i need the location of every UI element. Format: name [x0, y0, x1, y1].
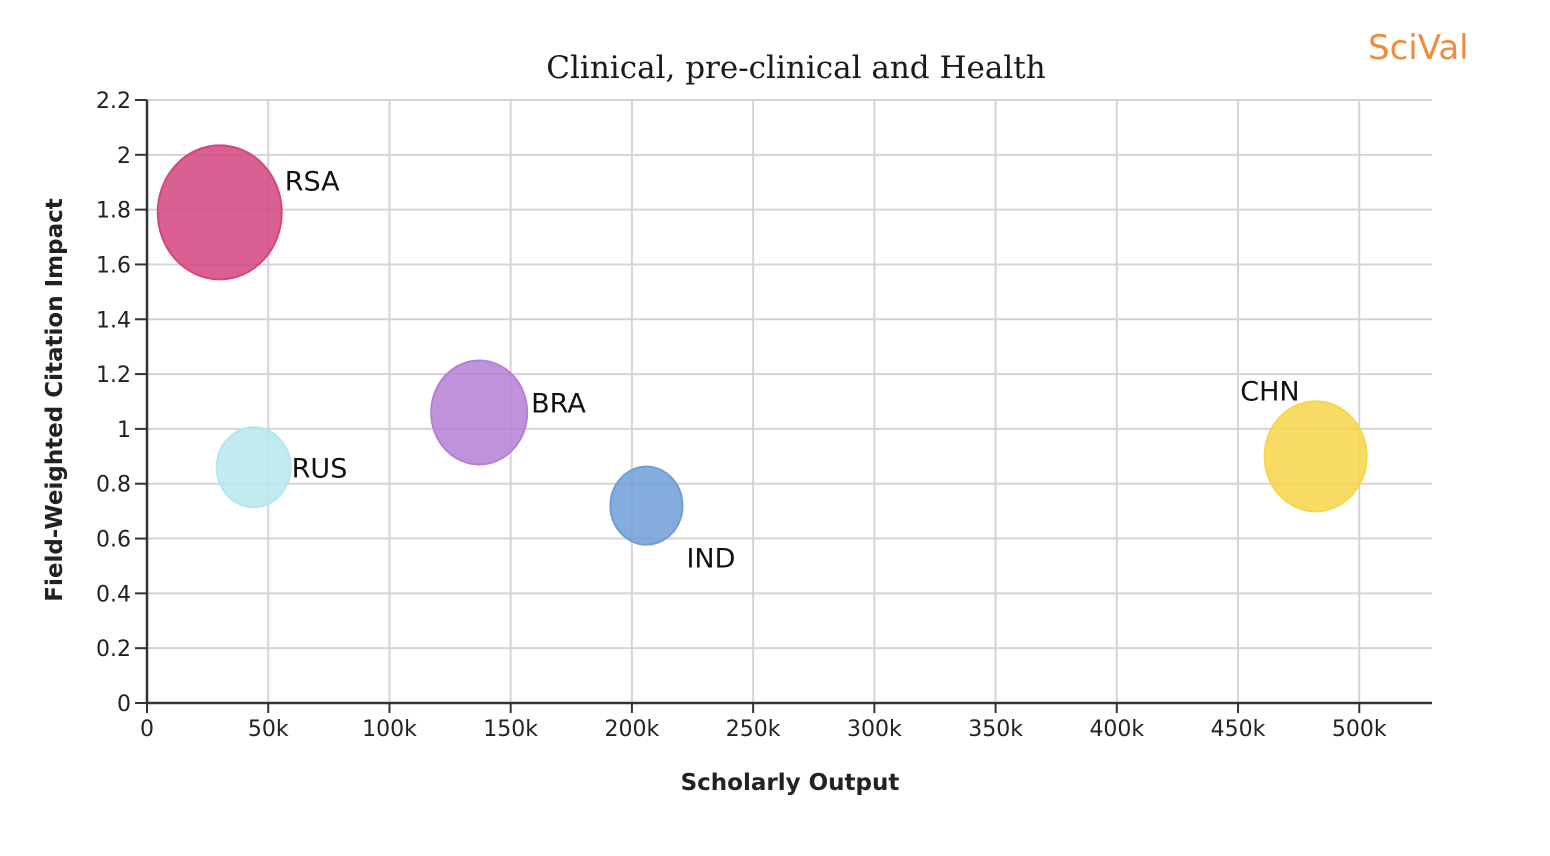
x-tick-label: 0	[140, 717, 154, 742]
chart-title: Clinical, pre-clinical and Health	[546, 50, 1046, 86]
y-tick-label: 0.6	[96, 528, 131, 553]
y-tick-label: 0.8	[96, 473, 131, 498]
brand-logo: SciVal	[1368, 28, 1469, 68]
bubble-label-rus: RUS	[292, 453, 348, 484]
y-tick-label: 2	[117, 144, 131, 169]
x-tick-label: 400k	[1089, 717, 1144, 742]
y-tick-label: 1.6	[96, 253, 131, 278]
x-tick-label: 300k	[847, 717, 902, 742]
x-tick-label: 150k	[483, 717, 538, 742]
bubble-ind	[609, 465, 684, 546]
y-tick-label: 1.4	[96, 308, 131, 333]
y-tick-label: 1.8	[96, 199, 131, 224]
y-tick-label: 1	[117, 418, 131, 443]
y-axis-label: Field-Weighted Citation Impact	[42, 198, 68, 602]
bubble-rus	[215, 426, 292, 509]
y-tick-label: 0.4	[96, 582, 131, 607]
bubble-label-bra: BRA	[531, 388, 586, 419]
x-tick-label: 200k	[605, 717, 660, 742]
x-axis-label: Scholarly Output	[680, 770, 900, 796]
y-tick-label: 0.2	[96, 637, 131, 662]
y-tick-label: 2.2	[96, 89, 131, 114]
x-tick-label: 50k	[248, 717, 289, 742]
x-tick-label: 100k	[362, 717, 417, 742]
bubble-label-ind: IND	[686, 544, 735, 575]
y-tick-label: 0	[117, 692, 131, 717]
x-tick-label: 450k	[1211, 717, 1266, 742]
bubble-label-chn: CHN	[1240, 376, 1299, 407]
y-tick-label: 1.2	[96, 363, 131, 388]
bubble-bra	[430, 359, 529, 466]
x-tick-label: 500k	[1332, 717, 1387, 742]
bubble-rsa	[156, 144, 283, 281]
x-tick-label: 350k	[968, 717, 1023, 742]
bubble-label-rsa: RSA	[285, 166, 340, 197]
bubble-chn	[1263, 400, 1368, 513]
x-tick-label: 250k	[726, 717, 781, 742]
